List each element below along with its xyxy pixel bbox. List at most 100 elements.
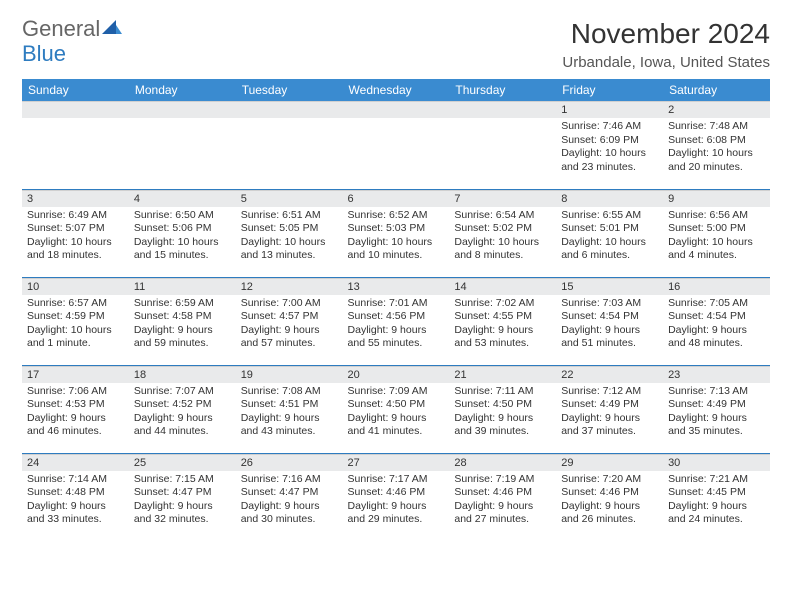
day-info: Sunrise: 7:01 AMSunset: 4:56 PMDaylight:… — [343, 295, 450, 356]
sunset-text: Sunset: 5:06 PM — [134, 222, 231, 236]
day-number: 9 — [663, 190, 770, 207]
day-info: Sunrise: 7:11 AMSunset: 4:50 PMDaylight:… — [449, 383, 556, 444]
day-number: 28 — [449, 454, 556, 471]
sunset-text: Sunset: 4:49 PM — [561, 398, 658, 412]
calendar-day-cell — [449, 101, 556, 189]
daylight-text: Daylight: 9 hours and 43 minutes. — [241, 412, 338, 439]
calendar-day-cell: 3Sunrise: 6:49 AMSunset: 5:07 PMDaylight… — [22, 189, 129, 277]
sunset-text: Sunset: 6:08 PM — [668, 134, 765, 148]
sunset-text: Sunset: 4:46 PM — [561, 486, 658, 500]
daylight-text: Daylight: 9 hours and 46 minutes. — [27, 412, 124, 439]
day-number: 5 — [236, 190, 343, 207]
weekday-header: Thursday — [449, 79, 556, 101]
daylight-text: Daylight: 10 hours and 6 minutes. — [561, 236, 658, 263]
weekday-header: Wednesday — [343, 79, 450, 101]
sunrise-text: Sunrise: 7:16 AM — [241, 473, 338, 487]
daylight-text: Daylight: 10 hours and 20 minutes. — [668, 147, 765, 174]
sunrise-text: Sunrise: 7:12 AM — [561, 385, 658, 399]
day-number: 11 — [129, 278, 236, 295]
empty-day — [129, 101, 236, 118]
sunset-text: Sunset: 4:48 PM — [27, 486, 124, 500]
sunset-text: Sunset: 4:47 PM — [241, 486, 338, 500]
day-number: 26 — [236, 454, 343, 471]
day-number: 1 — [556, 101, 663, 118]
day-info: Sunrise: 7:21 AMSunset: 4:45 PMDaylight:… — [663, 471, 770, 532]
empty-day — [343, 101, 450, 118]
sunrise-text: Sunrise: 7:48 AM — [668, 120, 765, 134]
sunrise-text: Sunrise: 6:57 AM — [27, 297, 124, 311]
weekday-header: Monday — [129, 79, 236, 101]
day-number: 19 — [236, 366, 343, 383]
day-info: Sunrise: 6:55 AMSunset: 5:01 PMDaylight:… — [556, 207, 663, 268]
sunset-text: Sunset: 4:54 PM — [561, 310, 658, 324]
day-info: Sunrise: 7:00 AMSunset: 4:57 PMDaylight:… — [236, 295, 343, 356]
day-info: Sunrise: 7:02 AMSunset: 4:55 PMDaylight:… — [449, 295, 556, 356]
sunset-text: Sunset: 4:45 PM — [668, 486, 765, 500]
empty-day — [236, 101, 343, 118]
daylight-text: Daylight: 9 hours and 53 minutes. — [454, 324, 551, 351]
weekday-header: Sunday — [22, 79, 129, 101]
calendar-day-cell: 28Sunrise: 7:19 AMSunset: 4:46 PMDayligh… — [449, 453, 556, 541]
day-info: Sunrise: 7:15 AMSunset: 4:47 PMDaylight:… — [129, 471, 236, 532]
sunset-text: Sunset: 4:58 PM — [134, 310, 231, 324]
day-number: 12 — [236, 278, 343, 295]
sunset-text: Sunset: 4:56 PM — [348, 310, 445, 324]
calendar-day-cell: 23Sunrise: 7:13 AMSunset: 4:49 PMDayligh… — [663, 365, 770, 453]
sunset-text: Sunset: 4:51 PM — [241, 398, 338, 412]
sunrise-text: Sunrise: 7:46 AM — [561, 120, 658, 134]
sunrise-text: Sunrise: 7:11 AM — [454, 385, 551, 399]
day-info: Sunrise: 6:59 AMSunset: 4:58 PMDaylight:… — [129, 295, 236, 356]
daylight-text: Daylight: 9 hours and 37 minutes. — [561, 412, 658, 439]
day-number: 21 — [449, 366, 556, 383]
day-number: 30 — [663, 454, 770, 471]
page-title: November 2024 — [562, 18, 770, 50]
calendar-day-cell: 6Sunrise: 6:52 AMSunset: 5:03 PMDaylight… — [343, 189, 450, 277]
sunrise-text: Sunrise: 7:08 AM — [241, 385, 338, 399]
day-info: Sunrise: 6:56 AMSunset: 5:00 PMDaylight:… — [663, 207, 770, 268]
day-number: 22 — [556, 366, 663, 383]
day-info: Sunrise: 6:49 AMSunset: 5:07 PMDaylight:… — [22, 207, 129, 268]
calendar-week-row: 10Sunrise: 6:57 AMSunset: 4:59 PMDayligh… — [22, 277, 770, 365]
header: General Blue November 2024 Urbandale, Io… — [22, 18, 770, 71]
weekday-header: Tuesday — [236, 79, 343, 101]
sunset-text: Sunset: 4:47 PM — [134, 486, 231, 500]
calendar-week-row: 1 Sunrise: 7:46 AMSunset: 6:09 PM Daylight… — [22, 101, 770, 189]
sunset-text: Sunset: 5:00 PM — [668, 222, 765, 236]
calendar-day-cell: 26Sunrise: 7:16 AMSunset: 4:47 PMDayligh… — [236, 453, 343, 541]
day-number: 20 — [343, 366, 450, 383]
calendar-week-row: 24Sunrise: 7:14 AMSunset: 4:48 PMDayligh… — [22, 453, 770, 541]
calendar-table: Sunday Monday Tuesday Wednesday Thursday… — [22, 79, 770, 541]
sunrise-text: Sunrise: 7:02 AM — [454, 297, 551, 311]
sunset-text: Sunset: 5:01 PM — [561, 222, 658, 236]
calendar-day-cell: 24Sunrise: 7:14 AMSunset: 4:48 PMDayligh… — [22, 453, 129, 541]
day-info: Sunrise: 6:51 AMSunset: 5:05 PMDaylight:… — [236, 207, 343, 268]
day-number: 3 — [22, 190, 129, 207]
day-info: Sunrise: 7:03 AMSunset: 4:54 PMDaylight:… — [556, 295, 663, 356]
sunset-text: Sunset: 6:09 PM — [561, 134, 658, 148]
daylight-text: Daylight: 9 hours and 26 minutes. — [561, 500, 658, 527]
sunrise-text: Sunrise: 6:56 AM — [668, 209, 765, 223]
location-label: Urbandale, Iowa, United States — [562, 54, 770, 71]
daylight-text: Daylight: 9 hours and 29 minutes. — [348, 500, 445, 527]
day-info: Sunrise: 7:20 AMSunset: 4:46 PMDaylight:… — [556, 471, 663, 532]
daylight-text: Daylight: 10 hours and 4 minutes. — [668, 236, 765, 263]
daylight-text: Daylight: 9 hours and 44 minutes. — [134, 412, 231, 439]
sunset-text: Sunset: 5:02 PM — [454, 222, 551, 236]
calendar-day-cell — [22, 101, 129, 189]
daylight-text: Daylight: 9 hours and 30 minutes. — [241, 500, 338, 527]
sunrise-text: Sunrise: 6:50 AM — [134, 209, 231, 223]
daylight-text: Daylight: 9 hours and 24 minutes. — [668, 500, 765, 527]
day-number: 2 — [663, 101, 770, 118]
weekday-header-row: Sunday Monday Tuesday Wednesday Thursday… — [22, 79, 770, 101]
logo-sail-icon — [102, 20, 122, 41]
calendar-day-cell: 20Sunrise: 7:09 AMSunset: 4:50 PMDayligh… — [343, 365, 450, 453]
day-info: Sunrise: 7:16 AMSunset: 4:47 PMDaylight:… — [236, 471, 343, 532]
sunrise-text: Sunrise: 7:14 AM — [27, 473, 124, 487]
day-info: Sunrise: 7:09 AMSunset: 4:50 PMDaylight:… — [343, 383, 450, 444]
day-number: 25 — [129, 454, 236, 471]
sunset-text: Sunset: 4:53 PM — [27, 398, 124, 412]
sunrise-text: Sunrise: 6:49 AM — [27, 209, 124, 223]
daylight-text: Daylight: 10 hours and 15 minutes. — [134, 236, 231, 263]
daylight-text: Daylight: 9 hours and 48 minutes. — [668, 324, 765, 351]
day-info: Sunrise: 6:52 AMSunset: 5:03 PMDaylight:… — [343, 207, 450, 268]
